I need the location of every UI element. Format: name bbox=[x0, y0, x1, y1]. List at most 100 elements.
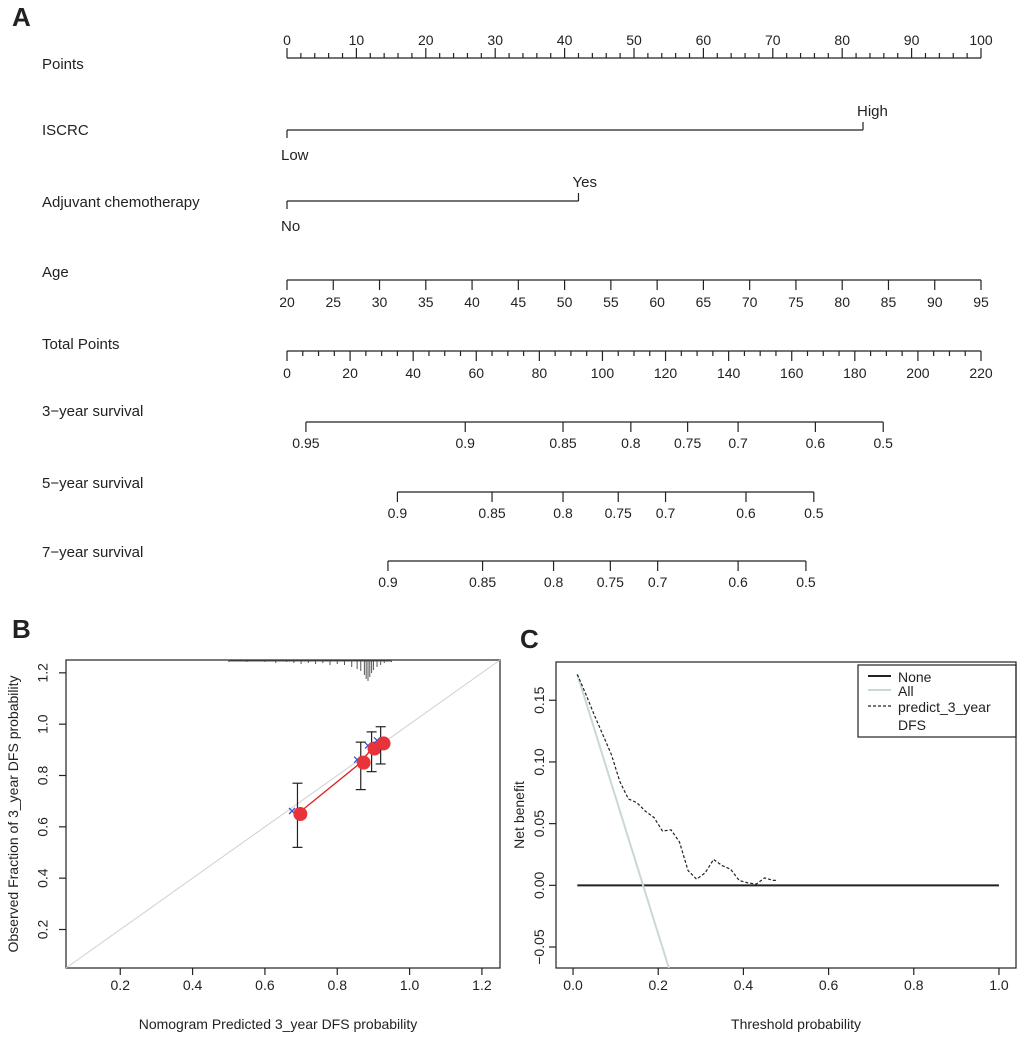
nomogram-tick-label: 0.9 bbox=[378, 574, 398, 590]
y-tick-label: 1.0 bbox=[35, 714, 51, 734]
x-tick-label: 1.0 bbox=[989, 977, 1009, 993]
y-tick-label: 0.10 bbox=[531, 748, 547, 775]
nomogram-tick-label: 0.85 bbox=[478, 505, 505, 521]
y-tick-label: 0.8 bbox=[35, 766, 51, 786]
nomogram-tick-label: 60 bbox=[696, 32, 712, 48]
x-tick-label: 0.8 bbox=[328, 977, 348, 993]
nomogram-tick-label: 25 bbox=[325, 294, 341, 310]
y-tick-label: 0.2 bbox=[35, 920, 51, 940]
panel-label-c: C bbox=[520, 624, 539, 654]
nomogram-tick-label: 100 bbox=[591, 365, 615, 381]
nomogram-tick-label: 0.75 bbox=[597, 574, 624, 590]
nomogram-tick-label: 20 bbox=[418, 32, 434, 48]
nomogram-tick-label: 0.7 bbox=[656, 505, 676, 521]
nomogram-tick-label: 0.9 bbox=[388, 505, 408, 521]
x-tick-label: 1.2 bbox=[472, 977, 492, 993]
nomogram-tick-label: 80 bbox=[834, 32, 850, 48]
calibration-point bbox=[293, 807, 308, 821]
nomogram-tick-label: 0.85 bbox=[549, 435, 576, 451]
nomogram-tick-label: 0.7 bbox=[728, 435, 748, 451]
nomogram-tick-label: 200 bbox=[906, 365, 930, 381]
nomogram-tick-label: 0.75 bbox=[674, 435, 701, 451]
decision-curve-panel: 0.0 0.2 0.4 0.6 0.8 1.0 −0.05 0.00 0.05 0.10 0.15 T… bbox=[511, 661, 1017, 1032]
nomogram-tick-label: 40 bbox=[557, 32, 573, 48]
nomogram-label-0: Points bbox=[42, 56, 84, 73]
x-tick-label: 0.6 bbox=[819, 977, 839, 993]
nomogram-tick-label: 0.85 bbox=[469, 574, 496, 590]
ideal-line bbox=[65, 659, 501, 969]
y-tick-label: 0.00 bbox=[531, 871, 547, 898]
nomogram-label-2: Adjuvant chemotherapy bbox=[42, 194, 200, 211]
nomogram-panel: Points 0 10 20 30 40 50 60 70 80 90 100 ISCRC Low High… bbox=[42, 32, 993, 590]
plot-frame bbox=[555, 661, 1017, 969]
nomogram-level-low: No bbox=[281, 218, 300, 235]
nomogram-level-high: High bbox=[857, 103, 888, 120]
nomogram-tick-label: 0 bbox=[283, 365, 291, 381]
nomogram-tick-label: 50 bbox=[626, 32, 642, 48]
calibration-point bbox=[376, 736, 391, 751]
nomogram-tick-label: 80 bbox=[834, 294, 850, 310]
nomogram-tick-label: 100 bbox=[969, 32, 993, 48]
nomogram-tick-label: 60 bbox=[468, 365, 484, 381]
nomogram-label-1: ISCRC bbox=[42, 122, 89, 139]
nomogram-tick-label: 160 bbox=[780, 365, 804, 381]
nomogram-tick-label: 140 bbox=[717, 365, 741, 381]
series-line-predict-3-year-dfs bbox=[576, 674, 778, 885]
nomogram-label-6: 5−year survival bbox=[42, 475, 143, 492]
nomogram-tick-label: 55 bbox=[603, 294, 619, 310]
nomogram-tick-label: 60 bbox=[649, 294, 665, 310]
x-tick-label: 1.0 bbox=[400, 977, 420, 993]
x-tick-label: 0.4 bbox=[183, 977, 203, 993]
nomogram-tick-label: 70 bbox=[742, 294, 758, 310]
nomogram-tick-label: 0.8 bbox=[553, 505, 573, 521]
nomogram-tick-label: 0.5 bbox=[804, 505, 824, 521]
y-axis-title: Observed Fraction of 3_year DFS probabil… bbox=[5, 675, 21, 952]
x-tick-label: 0.0 bbox=[563, 977, 583, 993]
x-axis-title: Threshold probability bbox=[731, 1016, 861, 1032]
nomogram-label-7: 7−year survival bbox=[42, 544, 143, 561]
nomogram-tick-label: 30 bbox=[372, 294, 388, 310]
calibration-point bbox=[356, 755, 371, 770]
legend-label-2: predict_3_year bbox=[898, 699, 991, 715]
y-tick-label: 1.2 bbox=[35, 663, 51, 683]
nomogram-tick-label: 20 bbox=[279, 294, 295, 310]
nomogram-tick-label: 0.5 bbox=[873, 435, 893, 451]
nomogram-tick-label: 0.7 bbox=[648, 574, 668, 590]
nomogram-tick-label: 90 bbox=[927, 294, 943, 310]
x-tick-label: 0.6 bbox=[255, 977, 275, 993]
nomogram-tick-label: 0.6 bbox=[728, 574, 748, 590]
calibration-panel: 0.2 0.4 0.6 0.8 1.0 1.2 0.2 0.4 0.6 0.8 1.0 1.2 Nomo… bbox=[5, 659, 501, 1032]
nomogram-tick-label: 45 bbox=[511, 294, 527, 310]
nomogram-label-3: Age bbox=[42, 264, 69, 281]
nomogram-tick-label: 80 bbox=[532, 365, 548, 381]
nomogram-level-low: Low bbox=[281, 147, 309, 164]
nomogram-tick-label: 40 bbox=[464, 294, 480, 310]
nomogram-tick-label: 180 bbox=[843, 365, 867, 381]
x-axis-title: Nomogram Predicted 3_year DFS probabilit… bbox=[139, 1016, 418, 1032]
x-tick-label: 0.2 bbox=[111, 977, 131, 993]
nomogram-label-5: 3−year survival bbox=[42, 403, 143, 420]
nomogram-tick-label: 85 bbox=[881, 294, 897, 310]
nomogram-tick-label: 120 bbox=[654, 365, 678, 381]
nomogram-tick-label: 90 bbox=[904, 32, 920, 48]
x-tick-label: 0.8 bbox=[904, 977, 924, 993]
y-tick-label: 0.15 bbox=[531, 686, 547, 713]
nomogram-tick-label: 65 bbox=[696, 294, 712, 310]
nomogram-tick-label: 70 bbox=[765, 32, 781, 48]
calibration-line bbox=[297, 742, 381, 815]
panel-label-b: B bbox=[12, 614, 31, 644]
plot-frame bbox=[65, 659, 501, 969]
nomogram-tick-label: 75 bbox=[788, 294, 804, 310]
nomogram-tick-label: 0 bbox=[283, 32, 291, 48]
nomogram-label-4: Total Points bbox=[42, 336, 120, 353]
nomogram-tick-label: 0.8 bbox=[621, 435, 641, 451]
nomogram-tick-label: 30 bbox=[487, 32, 503, 48]
nomogram-tick-label: 35 bbox=[418, 294, 434, 310]
nomogram-tick-label: 0.75 bbox=[605, 505, 632, 521]
nomogram-tick-label: 20 bbox=[342, 365, 358, 381]
nomogram-tick-label: 0.95 bbox=[292, 435, 319, 451]
y-tick-label: 0.4 bbox=[35, 868, 51, 888]
panel-label-a: A bbox=[12, 2, 31, 32]
y-tick-label: −0.05 bbox=[531, 929, 547, 965]
nomogram-level-high: Yes bbox=[572, 174, 596, 191]
